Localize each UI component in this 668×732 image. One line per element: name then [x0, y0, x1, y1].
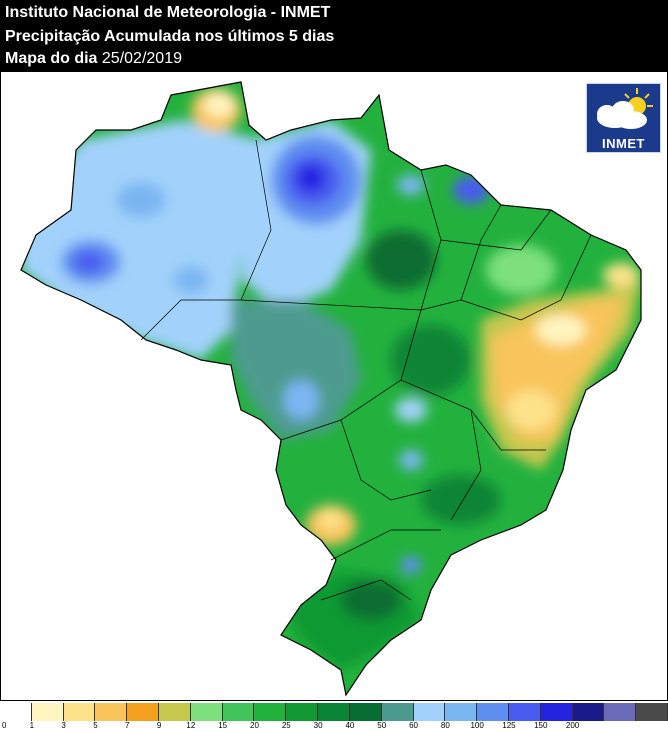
legend-tick-label: 150 [534, 721, 548, 730]
legend-swatch [572, 703, 605, 721]
legend-swatch [159, 703, 191, 721]
legend-swatch [286, 703, 319, 721]
legend-swatch [413, 703, 446, 721]
map-title: Precipitação Acumulada nos últimos 5 dia… [5, 28, 335, 45]
legend-swatch [477, 703, 509, 721]
legend-tick-label: 1 [29, 721, 35, 730]
legend-swatch [31, 703, 64, 721]
map-area [0, 72, 668, 700]
institute-title: Instituto Nacional de Meteorologia - INM… [5, 4, 331, 21]
legend-swatch [254, 703, 287, 721]
logo-text: INMET [602, 136, 645, 151]
state-borders [140, 139, 592, 601]
legend-swatch [222, 703, 255, 721]
legend-tick-label: 100 [470, 721, 484, 730]
legend-swatch [0, 703, 32, 721]
legend-swatch [381, 703, 414, 721]
legend-swatch [318, 703, 350, 721]
legend-tick-label: 0 [2, 721, 7, 730]
legend-swatch [508, 703, 541, 721]
country-border [20, 81, 642, 697]
legend-tick-label: 200 [565, 721, 580, 730]
legend-tick-label: 20 [250, 721, 259, 730]
legend-tick-label: 25 [281, 721, 291, 730]
legend-swatch [540, 703, 573, 721]
legend-color-bar [0, 703, 668, 721]
sun-cloud-icon [597, 88, 653, 129]
legend-swatch [63, 703, 96, 721]
legend-swatch [95, 703, 128, 721]
legend-swatch [636, 703, 668, 721]
legend-tick-label: 125 [502, 721, 516, 730]
legend-swatch [190, 703, 223, 721]
legend-tick-label: 15 [218, 721, 228, 730]
map-date: 25/02/2019 [101, 50, 182, 67]
legend-tick-label: 50 [377, 721, 387, 730]
map-date-line: Mapa do dia 25/02/2019 [5, 49, 182, 69]
legend-swatch [127, 703, 160, 721]
legend-tick-label: 60 [409, 721, 418, 730]
legend-tick-label: 30 [313, 721, 323, 730]
brazil-precipitation-map [20, 81, 642, 697]
legend-tick-label: 5 [93, 721, 98, 730]
legend-tick-label: 7 [125, 721, 130, 730]
precipitation-legend: 0 1 3 5 7 9 12 15 20 25 30 40 50 60 80 100 125 150 200 [0, 700, 668, 732]
map-date-label: Mapa do dia [5, 50, 98, 67]
legend-tick-label: 40 [345, 721, 355, 730]
inmet-logo: INMET [586, 83, 661, 153]
precipitation-field [21, 82, 641, 695]
legend-swatch [604, 703, 637, 721]
map-header: Instituto Nacional de Meteorologia - INM… [0, 0, 668, 72]
legend-tick-label: 12 [186, 721, 196, 730]
legend-tick-label: 80 [440, 721, 450, 730]
legend-swatch [445, 703, 478, 721]
legend-tick-label: 9 [156, 721, 162, 730]
legend-swatch [349, 703, 382, 721]
legend-tick-label: 3 [61, 721, 66, 730]
